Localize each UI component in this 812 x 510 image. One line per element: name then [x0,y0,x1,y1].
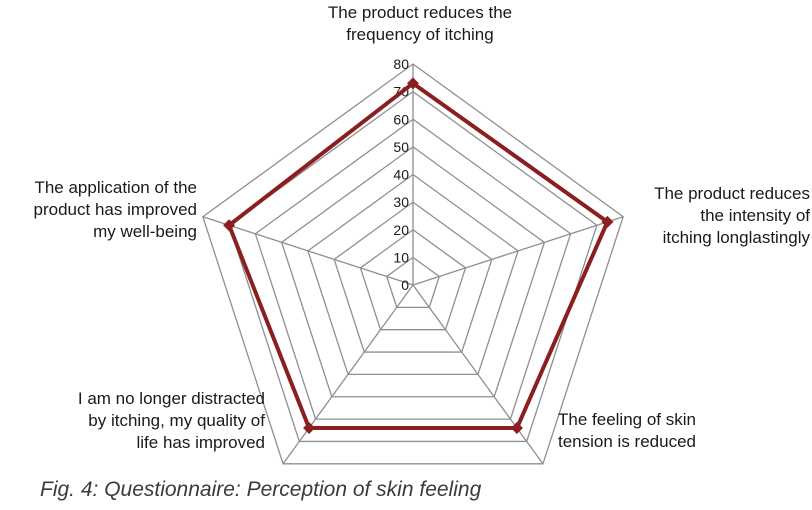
data-point-0 [407,77,419,90]
grid-ring-80 [202,63,624,465]
axis-label-frequency: The product reduces the frequency of itc… [327,3,513,44]
tick-label-40: 40 [393,167,409,183]
figure-caption: Fig. 4: Questionnaire: Perception of ski… [40,478,482,501]
radar-grid [202,63,624,465]
axis-label-intensity: The product reduces the intensity of itc… [654,184,810,247]
grid-ring-50 [280,146,546,398]
grid-ring-40 [307,173,519,376]
data-point-4 [223,219,236,232]
grid-ring-60 [254,118,572,420]
tick-label-60: 60 [393,111,409,127]
grid-spoke-3 [282,284,414,465]
axis-label-skin-tension: The feeling of skin tension is reduced [558,410,696,451]
data-point-3 [303,422,316,435]
series-line [227,81,610,431]
axis-label-well-being: The application of the product has impro… [33,178,197,241]
grid-ring-10 [385,256,441,308]
grid-ring-20 [359,228,467,331]
axis-label-quality-of-life: I am no longer distracted by itching, my… [77,389,265,452]
radar-series [223,77,614,435]
data-point-2 [510,422,523,435]
grid-spoke-1 [412,216,624,286]
grid-spoke-2 [412,284,544,465]
tick-label-80: 80 [393,56,409,72]
tick-label-50: 50 [393,139,409,155]
tick-label-10: 10 [393,249,409,265]
tick-label-20: 20 [393,222,409,238]
tick-label-0: 0 [401,277,409,293]
grid-spoke-4 [202,216,414,286]
grid-ring-30 [333,201,493,353]
tick-label-30: 30 [393,194,409,210]
data-point-1 [601,215,614,228]
